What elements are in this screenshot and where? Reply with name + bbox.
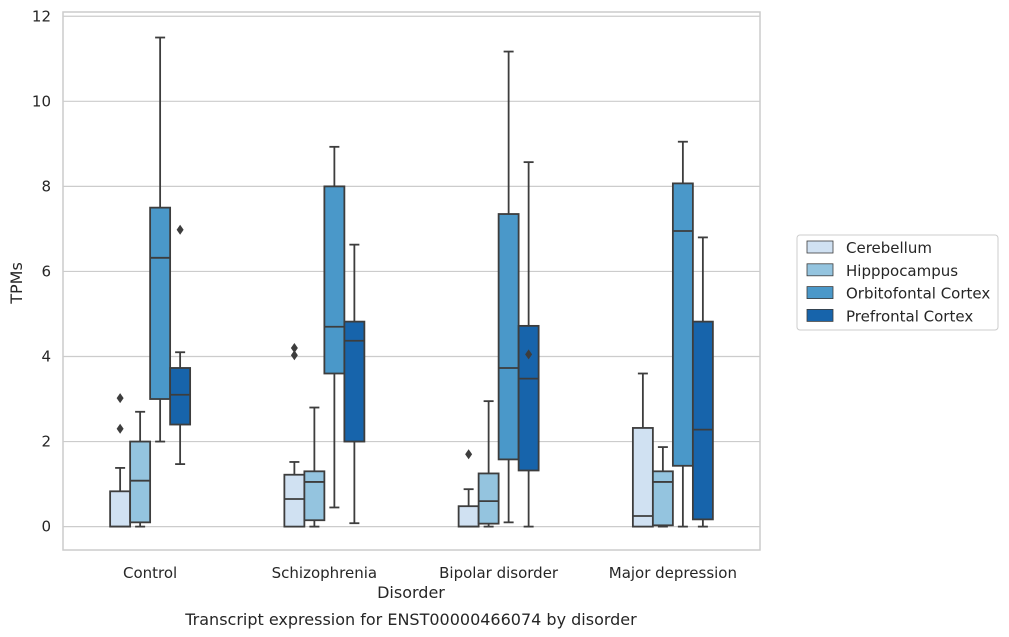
y-tick-label: 4 (41, 347, 51, 365)
y-tick-label: 0 (41, 518, 51, 536)
box-schizophrenia-cerebellum (283, 342, 306, 528)
box-control-cerebellum (109, 393, 132, 528)
box-major-depression-cerebellum (631, 372, 654, 528)
box-body (517, 324, 540, 472)
legend-label-cerebellum: Cerebellum (846, 239, 932, 257)
box-control-prefrontal-cortex (169, 224, 192, 465)
box-marks (109, 36, 714, 528)
box-body (691, 320, 714, 521)
x-tick-label: Major depression (609, 564, 737, 582)
plot-frame (62, 11, 761, 551)
y-tick-label: 8 (41, 177, 51, 195)
outlier-point (116, 423, 124, 434)
box-body (631, 427, 654, 528)
box-body (283, 473, 306, 528)
box-body (323, 185, 346, 375)
outlier-point (116, 393, 124, 404)
legend-label-hipppocampus: Hipppocampus (846, 262, 958, 280)
legend: Cerebellum Hipppocampus Orbitofontal Corte… (796, 234, 999, 331)
box-bipolar-disorder-hipppocampus (477, 400, 500, 528)
legend-swatch-hipppocampus (806, 263, 834, 277)
box-body (129, 440, 152, 524)
x-tick-labels: Control Schizophrenia Bipolar disorder Majo… (123, 564, 737, 582)
box-bipolar-disorder-orbitofontal-cortex (497, 50, 520, 524)
box-bipolar-disorder-prefrontal-cortex (517, 161, 540, 528)
y-tick-label: 6 (41, 262, 51, 280)
box-schizophrenia-hipppocampus (303, 406, 326, 528)
box-body (149, 206, 172, 400)
box-schizophrenia-orbitofontal-cortex (323, 145, 346, 509)
box-body (671, 182, 694, 467)
grid-lines (63, 15, 760, 528)
legend-swatch-cerebellum (806, 240, 834, 254)
box-body (651, 470, 674, 527)
x-axis-title: Disorder (377, 583, 445, 602)
box-bipolar-disorder-cerebellum (457, 449, 480, 528)
outlier-point (290, 350, 298, 361)
box-schizophrenia-prefrontal-cortex (343, 243, 366, 525)
box-body (109, 490, 132, 528)
y-tick-label: 2 (41, 433, 51, 451)
box-body (477, 472, 500, 525)
legend-swatch-orbitofontal-cortex (806, 286, 834, 300)
box-body (497, 213, 520, 461)
y-axis-title: TPMs (7, 262, 26, 305)
box-major-depression-orbitofontal-cortex (671, 140, 694, 528)
box-control-orbitofontal-cortex (149, 36, 172, 443)
chart-caption: Transcript expression for ENST0000046607… (184, 610, 637, 629)
legend-swatch-prefrontal-cortex (806, 308, 834, 322)
box-body (169, 367, 192, 426)
box-body (303, 470, 326, 522)
outlier-point (290, 342, 298, 353)
y-tick-label: 12 (32, 7, 51, 25)
box-control-hipppocampus (129, 410, 152, 528)
outlier-point (176, 224, 184, 235)
box-body (343, 320, 366, 443)
x-tick-label: Schizophrenia (272, 564, 377, 582)
box-body (457, 505, 480, 528)
legend-frame (796, 234, 999, 331)
x-tick-label: Control (123, 564, 177, 582)
x-tick-label: Bipolar disorder (439, 564, 559, 582)
y-tick-labels: 0 2 4 6 8 10 12 (32, 7, 51, 535)
box-major-depression-hipppocampus (651, 446, 674, 528)
legend-label-orbitofontal-cortex: Orbitofontal Cortex (846, 285, 990, 303)
y-tick-label: 10 (32, 92, 51, 110)
outlier-point (465, 449, 473, 460)
box-major-depression-prefrontal-cortex (691, 236, 714, 528)
outlier-point (525, 349, 533, 360)
legend-label-prefrontal-cortex: Prefrontal Cortex (846, 307, 973, 325)
